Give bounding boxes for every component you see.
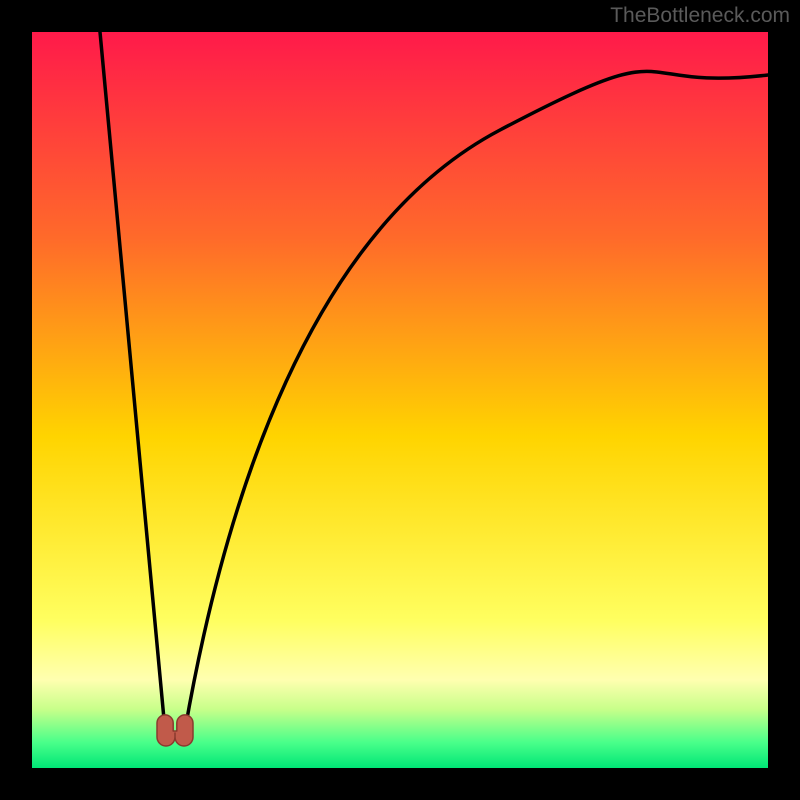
bottleneck-chart: [0, 0, 800, 800]
plot-background: [32, 32, 768, 768]
chart-frame: TheBottleneck.com: [0, 0, 800, 800]
watermark-text: TheBottleneck.com: [610, 4, 790, 28]
